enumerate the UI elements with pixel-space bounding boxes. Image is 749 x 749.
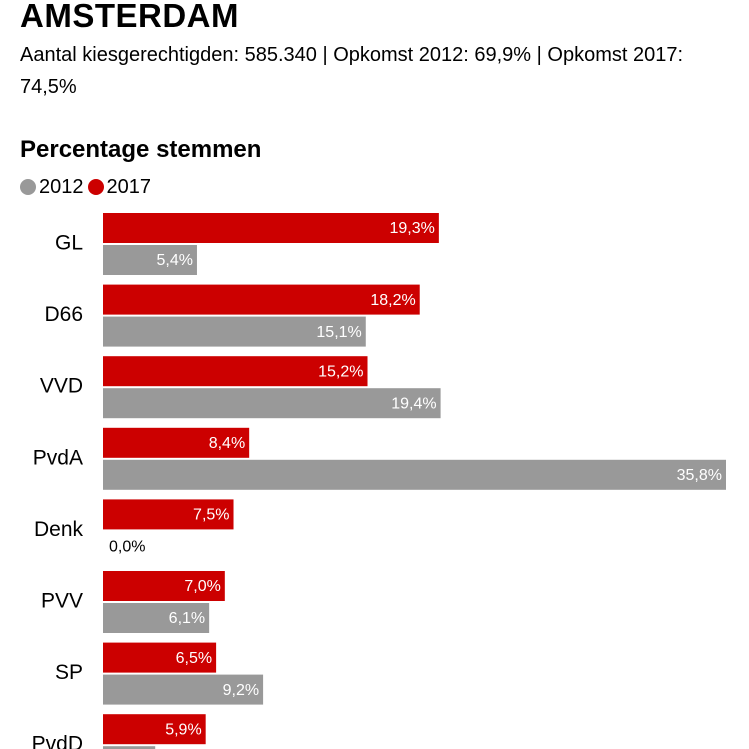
bar-2017-gl <box>103 213 439 243</box>
category-label-pvdd: PvdD <box>32 733 83 749</box>
bar-2017-pvdd <box>103 714 206 745</box>
category-label-sp: SP <box>55 661 83 684</box>
value-label-2012-pvv: 6,1% <box>169 610 205 627</box>
value-label-2017-sp: 6,5% <box>176 650 212 667</box>
legend-dot-2017 <box>87 179 104 195</box>
value-label-2017-pvda: 8,4% <box>209 435 245 452</box>
bar-2017-sp <box>103 642 217 673</box>
legend-label-2017: 2017 <box>106 175 152 198</box>
category-label-pvda: PvdA <box>33 446 83 469</box>
bar-2012-d66 <box>103 316 366 347</box>
category-label-pvv: PVV <box>41 590 83 613</box>
bar-2012-pvda <box>103 459 726 490</box>
bar-2012-pvv <box>103 603 210 633</box>
value-label-2017-pvdd: 5,9% <box>165 721 201 738</box>
bar-2017-d66 <box>103 284 420 315</box>
value-label-2012-sp: 9,2% <box>223 682 259 699</box>
category-label-vvd: VVD <box>40 375 83 398</box>
legend-label-2012: 2012 <box>39 175 84 198</box>
bar-2012-vvd <box>103 388 441 419</box>
value-label-2012-d66: 15,1% <box>316 324 361 341</box>
legend-dot-2012 <box>20 179 36 195</box>
city-title: AMSTERDAM <box>20 0 239 34</box>
bar-2017-denk <box>103 499 234 530</box>
value-label-2012-pvda: 35,8% <box>677 467 722 484</box>
subtitle: Aantal kiesgerechtigden: 585.340 | Opkom… <box>20 44 684 98</box>
bar-2012-gl <box>103 245 197 275</box>
value-label-2017-denk: 7,5% <box>193 507 229 524</box>
value-label-2017-pvv: 7,0% <box>184 578 220 595</box>
value-label-2012-vvd: 19,4% <box>391 395 436 412</box>
value-label-2012-gl: 5,4% <box>157 252 193 269</box>
value-label-2017-gl: 19,3% <box>389 220 434 237</box>
bar-2012-sp <box>103 674 264 705</box>
value-label-2012-denk: 0,0% <box>109 539 145 556</box>
category-label-gl: GL <box>55 232 83 255</box>
bar-2017-vvd <box>103 356 368 387</box>
bar-2012-pvdd <box>103 746 156 749</box>
bar-2017-pvda <box>103 427 250 458</box>
chart-title: Percentage stemmen <box>20 136 262 163</box>
legend-item-2017: 2017 <box>87 175 152 199</box>
category-label-d66: D66 <box>44 303 83 326</box>
legend-item-2012: 2012 <box>20 176 84 199</box>
value-label-2017-d66: 18,2% <box>370 292 415 309</box>
legend: 2012 2017 <box>20 174 155 200</box>
value-label-2017-vvd: 15,2% <box>318 363 363 380</box>
bar-2017-pvv <box>103 571 225 601</box>
category-label-denk: Denk <box>34 518 84 541</box>
